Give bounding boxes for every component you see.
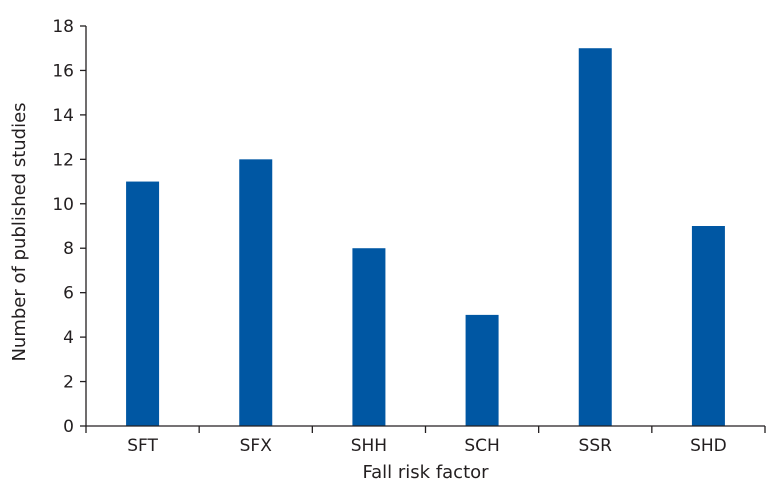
y-tick-label: 4 [63,328,74,348]
y-axis-ticks: 0 2 4 6 8 10 12 14 16 18 [52,17,86,437]
x-tick-label: SCH [464,436,499,456]
bar-sfx [239,159,273,427]
y-tick-label: 10 [52,195,74,215]
x-tick-label: SFX [240,436,273,456]
y-tick-label: 0 [63,417,74,437]
y-axis-title: Number of published studies [9,102,30,361]
bar-sft [126,181,160,426]
x-axis-ticks: SFT SFX SHH SCH SSR SHD [85,426,766,456]
bar-shd [691,226,725,426]
x-tick-label: SHD [690,436,727,456]
y-tick-label: 8 [63,239,74,259]
bar-sch [465,314,499,426]
y-tick-label: 18 [52,17,74,37]
y-tick-label: 12 [52,150,74,170]
y-tick-label: 14 [52,106,74,126]
x-tick-label: SFT [127,436,158,456]
bar-ssr [578,48,612,426]
x-tick-label: SHH [351,436,387,456]
x-tick-label: SSR [579,436,613,456]
bars-group [126,48,725,427]
x-axis-title: Fall risk factor [362,462,489,483]
y-tick-label: 6 [63,284,74,304]
y-tick-label: 2 [63,373,74,393]
bar-shh [352,248,386,426]
y-tick-label: 16 [52,61,74,81]
